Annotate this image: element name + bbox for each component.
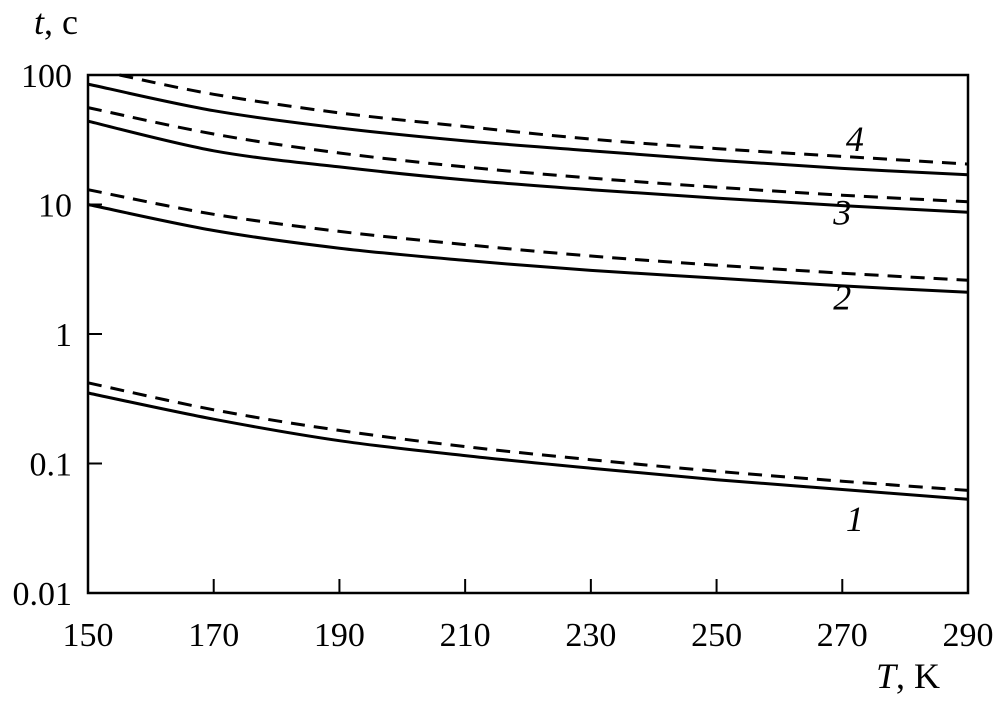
y-tick-label: 100 bbox=[21, 58, 72, 95]
x-axis-label-unit: , K bbox=[896, 656, 940, 696]
series-3-solid-line bbox=[87, 119, 969, 214]
x-tick-label: 150 bbox=[63, 617, 114, 654]
x-tick-label: 270 bbox=[817, 617, 868, 654]
y-tick-label: 0.01 bbox=[13, 576, 73, 613]
y-axis-label: t, с bbox=[34, 2, 78, 42]
curve-labels: 1 2 3 4 bbox=[832, 119, 864, 539]
x-tick-label: 210 bbox=[440, 617, 491, 654]
curve-label-4: 4 bbox=[846, 119, 864, 159]
x-tick-label: 250 bbox=[691, 617, 742, 654]
y-axis-label-var: t bbox=[34, 2, 45, 42]
series-1-dashed-line bbox=[87, 381, 969, 492]
y-axis-ticks: 0.01 0.1 1 10 100 bbox=[13, 58, 102, 613]
curve-label-1: 1 bbox=[846, 499, 864, 539]
series-4-solid-line bbox=[87, 82, 969, 177]
y-axis-label-unit: , с bbox=[44, 2, 78, 42]
curve-label-3: 3 bbox=[832, 193, 851, 233]
series-2-solid-line bbox=[87, 203, 969, 294]
x-tick-label: 290 bbox=[943, 617, 994, 654]
x-axis-ticks: 150 170 190 210 230 250 270 290 bbox=[63, 579, 994, 654]
curve-label-2: 2 bbox=[833, 277, 851, 317]
series-2-dashed-line bbox=[87, 188, 969, 282]
x-tick-label: 170 bbox=[188, 617, 239, 654]
series-3-dashed-line bbox=[87, 106, 969, 204]
series-layer bbox=[87, 73, 969, 501]
series-1-solid-line bbox=[87, 391, 969, 501]
x-tick-label: 190 bbox=[314, 617, 365, 654]
series-4-dashed-line bbox=[119, 73, 969, 166]
x-tick-label: 230 bbox=[565, 617, 616, 654]
x-axis-label: T, K bbox=[876, 656, 940, 696]
x-axis-label-var: T bbox=[876, 656, 899, 696]
y-tick-label: 0.1 bbox=[30, 447, 73, 484]
y-tick-label: 10 bbox=[38, 188, 72, 225]
y-tick-label: 1 bbox=[55, 317, 72, 354]
